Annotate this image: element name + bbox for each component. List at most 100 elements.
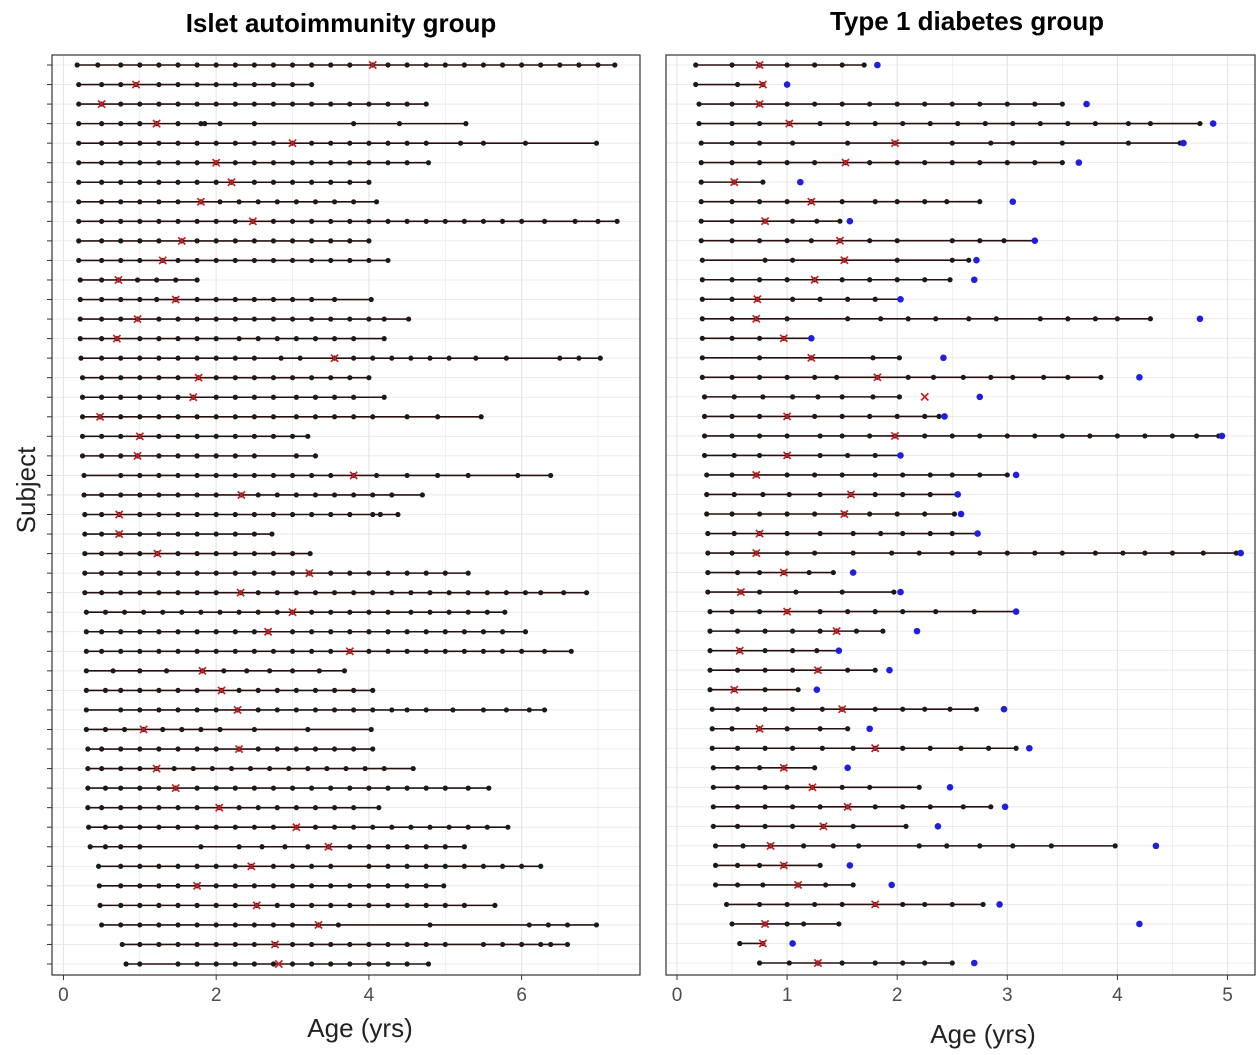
visit-point bbox=[922, 706, 928, 712]
visit-point bbox=[373, 199, 380, 205]
visit-point bbox=[442, 785, 448, 791]
subject-row bbox=[756, 958, 978, 968]
visit-point bbox=[213, 140, 219, 146]
visit-point bbox=[705, 589, 711, 595]
visit-point bbox=[270, 218, 277, 224]
subject-row bbox=[76, 178, 372, 187]
visit-point bbox=[850, 882, 856, 888]
visit-point bbox=[156, 355, 162, 361]
visit-point bbox=[1032, 550, 1038, 556]
autoimmunity-marker bbox=[114, 510, 124, 519]
visit-point bbox=[251, 257, 257, 264]
visit-point bbox=[194, 316, 200, 322]
visit-point bbox=[790, 706, 796, 712]
visit-point bbox=[99, 765, 105, 772]
visit-point bbox=[526, 922, 532, 928]
subject-row bbox=[698, 177, 804, 187]
visit-point bbox=[756, 569, 763, 576]
subject-row bbox=[712, 861, 854, 870]
autoimmunity-marker bbox=[196, 197, 206, 207]
diagnosis-point bbox=[897, 452, 904, 459]
visit-point bbox=[331, 296, 338, 303]
diagnosis-point bbox=[1083, 100, 1090, 108]
visit-point bbox=[293, 805, 299, 811]
visit-point bbox=[900, 804, 906, 810]
subject-row bbox=[712, 880, 895, 890]
visit-point bbox=[927, 804, 933, 810]
visit-point bbox=[705, 530, 711, 537]
diagnosis-point bbox=[897, 295, 904, 303]
visit-point bbox=[707, 609, 713, 615]
visit-point bbox=[709, 706, 715, 712]
visit-point bbox=[850, 823, 856, 829]
visit-point bbox=[251, 453, 257, 459]
visit-point bbox=[118, 81, 124, 88]
visit-point bbox=[331, 805, 338, 811]
visit-point bbox=[370, 511, 376, 518]
visit-point bbox=[839, 472, 845, 478]
visit-point bbox=[156, 472, 162, 479]
visit-point bbox=[156, 922, 162, 928]
visit-point bbox=[270, 179, 277, 185]
visit-point bbox=[156, 590, 162, 596]
visit-point bbox=[889, 550, 895, 556]
x-tick-label: 4 bbox=[1112, 985, 1123, 1006]
visit-point bbox=[595, 62, 601, 68]
visit-point bbox=[465, 609, 471, 615]
visit-point bbox=[762, 257, 768, 263]
visit-point bbox=[712, 843, 719, 849]
visit-point bbox=[698, 179, 704, 185]
diagnosis-point bbox=[970, 959, 978, 967]
visit-point bbox=[729, 609, 735, 615]
visit-point bbox=[699, 355, 705, 361]
visit-point bbox=[289, 316, 296, 322]
visit-point bbox=[499, 648, 506, 654]
subject-row bbox=[698, 197, 1017, 206]
visit-point bbox=[756, 413, 763, 419]
visit-point bbox=[1059, 160, 1065, 166]
autoimmunity-marker bbox=[215, 803, 224, 812]
subject-row bbox=[87, 842, 467, 851]
visit-point bbox=[922, 960, 928, 966]
visit-point bbox=[213, 746, 219, 752]
visit-point bbox=[734, 81, 741, 88]
visit-point bbox=[309, 140, 315, 146]
visit-point bbox=[707, 628, 713, 634]
visit-point bbox=[137, 746, 143, 752]
autoimmunity-marker bbox=[177, 236, 187, 246]
visit-point bbox=[175, 472, 181, 479]
diagnosis-point bbox=[1209, 120, 1217, 127]
visit-point bbox=[244, 668, 250, 674]
visit-point bbox=[729, 374, 735, 380]
visit-point bbox=[784, 374, 790, 380]
visit-point bbox=[213, 707, 219, 713]
visit-point bbox=[817, 120, 823, 127]
subject-row bbox=[699, 275, 978, 284]
visit-point bbox=[977, 238, 983, 244]
visit-point bbox=[977, 199, 983, 205]
visit-point bbox=[99, 257, 105, 264]
visit-point bbox=[784, 62, 790, 68]
visit-point bbox=[867, 784, 873, 790]
visit-point bbox=[548, 472, 554, 479]
subject-row bbox=[76, 99, 429, 109]
visit-point bbox=[806, 569, 812, 576]
visit-point bbox=[99, 570, 105, 576]
visit-point bbox=[331, 824, 338, 830]
autoimmunity-marker bbox=[330, 353, 339, 363]
visit-point bbox=[370, 492, 376, 498]
visit-point bbox=[519, 648, 525, 654]
visit-point bbox=[236, 609, 242, 615]
x-tick-label: 6 bbox=[516, 985, 527, 1006]
diagnosis-point bbox=[844, 764, 851, 772]
visit-point bbox=[872, 804, 878, 810]
visit-point bbox=[701, 394, 708, 400]
visit-point bbox=[446, 590, 452, 596]
visit-point bbox=[1200, 550, 1206, 556]
visit-point bbox=[916, 550, 922, 556]
subject-row bbox=[707, 646, 843, 655]
visit-point bbox=[175, 414, 181, 420]
visit-point bbox=[699, 257, 705, 263]
visit-point bbox=[867, 511, 873, 517]
visit-point bbox=[894, 101, 900, 107]
